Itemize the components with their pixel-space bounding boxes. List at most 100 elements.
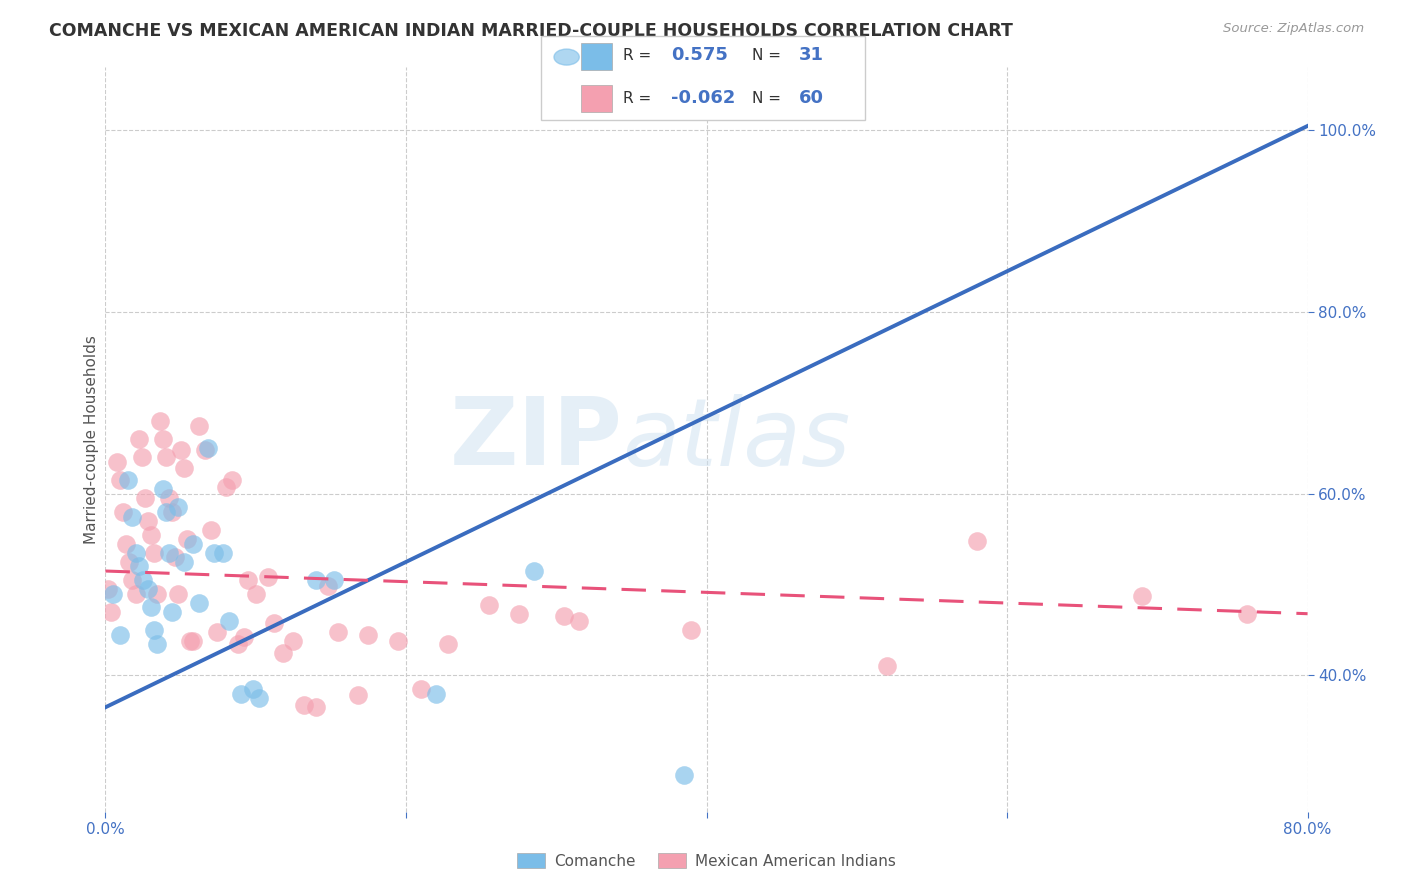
Point [409, 682, 432, 697]
Y-axis label: Married-couple Households: Married-couple Households [84, 334, 98, 544]
Point [197, 442, 219, 456]
Point [181, 634, 204, 648]
Point [136, 582, 159, 597]
Point [139, 600, 162, 615]
Point [121, 509, 143, 524]
Point [132, 573, 155, 587]
Legend: Comanche, Mexican American Indians: Comanche, Mexican American Indians [512, 847, 901, 875]
Point [115, 537, 138, 551]
Point [672, 768, 695, 782]
Point [242, 682, 264, 697]
Point [139, 527, 162, 541]
Point [112, 505, 135, 519]
Point [218, 614, 240, 628]
Point [152, 483, 174, 497]
Point [876, 659, 898, 673]
Point [681, 623, 703, 637]
Point [221, 473, 243, 487]
Text: N =: N = [752, 91, 782, 105]
Point [568, 614, 591, 628]
Point [145, 637, 167, 651]
Point [173, 555, 195, 569]
Point [155, 505, 177, 519]
Point [181, 537, 204, 551]
Point [316, 579, 339, 593]
Point [200, 523, 222, 537]
Point [187, 418, 209, 433]
Point [478, 598, 501, 612]
Point [160, 605, 183, 619]
Point [305, 573, 328, 587]
Point [226, 637, 249, 651]
Point [101, 587, 124, 601]
Point [205, 624, 228, 639]
Text: R =: R = [623, 48, 651, 62]
Point [128, 432, 150, 446]
Point [194, 443, 217, 458]
Point [160, 505, 183, 519]
Point [271, 646, 294, 660]
Point [157, 546, 180, 560]
Point [176, 533, 198, 547]
Text: R =: R = [623, 91, 651, 105]
Point [173, 461, 195, 475]
Point [100, 605, 122, 619]
Point [163, 550, 186, 565]
Text: -0.062: -0.062 [671, 89, 735, 107]
Point [211, 546, 233, 560]
Point [256, 570, 278, 584]
Point [166, 500, 188, 515]
Point [118, 555, 141, 569]
Point [232, 630, 254, 644]
Text: 0.575: 0.575 [671, 46, 727, 64]
Point [202, 546, 225, 560]
Point [292, 698, 315, 712]
Point [155, 450, 177, 465]
Point [245, 587, 267, 601]
Point [169, 443, 191, 458]
Point [229, 687, 252, 701]
Point [179, 634, 201, 648]
Point [166, 587, 188, 601]
Point [238, 573, 260, 587]
Point [148, 414, 170, 428]
Text: 31: 31 [799, 46, 824, 64]
Point [142, 546, 165, 560]
Point [322, 573, 344, 587]
Text: COMANCHE VS MEXICAN AMERICAN INDIAN MARRIED-COUPLE HOUSEHOLDS CORRELATION CHART: COMANCHE VS MEXICAN AMERICAN INDIAN MARR… [49, 22, 1014, 40]
Point [131, 450, 153, 465]
Point [97, 582, 120, 597]
Text: Source: ZipAtlas.com: Source: ZipAtlas.com [1223, 22, 1364, 36]
Point [1236, 607, 1258, 621]
Text: 60: 60 [799, 89, 824, 107]
Point [387, 634, 409, 648]
Point [508, 607, 530, 621]
Point [247, 691, 270, 706]
Point [966, 534, 988, 549]
Text: ZIP: ZIP [450, 393, 623, 485]
Point [117, 473, 139, 487]
Point [437, 637, 460, 651]
Point [263, 615, 285, 630]
Point [124, 546, 146, 560]
Point [347, 689, 370, 703]
Point [134, 491, 156, 506]
Point [145, 587, 167, 601]
Point [187, 596, 209, 610]
Point [357, 627, 380, 641]
Text: N =: N = [752, 48, 782, 62]
Point [425, 687, 447, 701]
Point [283, 634, 305, 648]
Point [110, 627, 132, 641]
Point [305, 700, 328, 714]
Point [121, 573, 143, 587]
Text: atlas: atlas [623, 393, 851, 485]
Point [214, 479, 236, 493]
Point [110, 473, 132, 487]
Point [107, 455, 129, 469]
Point [523, 564, 546, 578]
Point [1130, 589, 1153, 603]
Point [142, 623, 165, 637]
Point [136, 514, 159, 528]
Point [124, 587, 146, 601]
